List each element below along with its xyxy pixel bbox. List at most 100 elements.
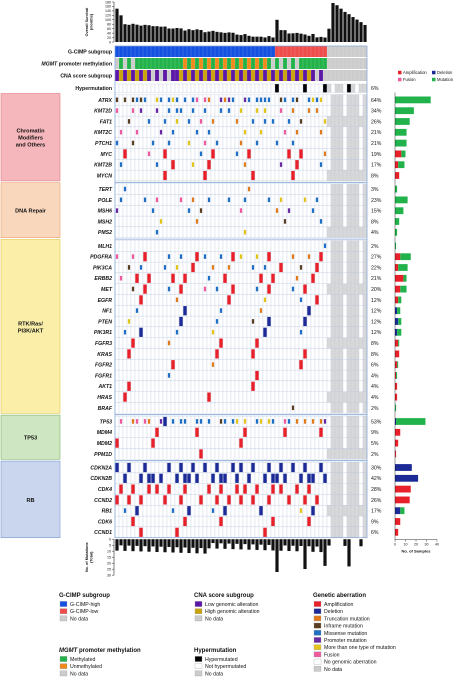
gene-cell — [162, 105, 168, 117]
gene-cell — [198, 226, 204, 238]
hypermutation-cell — [342, 83, 348, 93]
amplification-mark — [271, 484, 275, 494]
gene-cell — [206, 515, 212, 528]
gene-cell — [114, 415, 120, 428]
mutation-count-bar — [119, 539, 123, 546]
gcimp-cell — [319, 46, 324, 57]
gene-cell — [230, 261, 236, 274]
mgmt-cell — [331, 58, 336, 69]
sample-count-bar — [401, 150, 406, 158]
gene-cell — [306, 194, 312, 206]
cna-cell — [119, 70, 124, 81]
deletion-mark — [143, 462, 147, 473]
gene-cell — [210, 461, 216, 474]
mutation-count-bar — [267, 539, 271, 545]
gene-cell — [162, 483, 168, 495]
gene-cell — [242, 305, 248, 317]
gene-cell — [142, 305, 148, 317]
mutation-count-bar — [235, 539, 239, 544]
amplification-mark — [171, 273, 175, 283]
gene-cell — [210, 305, 216, 317]
gene-cell — [294, 437, 300, 449]
gene-cell — [218, 283, 224, 295]
gene-cell — [118, 448, 124, 460]
gene-cell — [314, 159, 320, 171]
gene-cell — [354, 240, 360, 252]
mutation-mark — [115, 108, 119, 113]
legend-genetic-swatch — [313, 608, 322, 614]
amplification-mark — [255, 370, 259, 381]
gene-cell — [306, 359, 312, 371]
mutation-mark — [135, 419, 139, 424]
mutation-mark — [251, 319, 255, 324]
gene-cell — [290, 472, 296, 484]
sample-count-bar — [395, 128, 407, 136]
gene-cell — [134, 515, 140, 528]
gene-cell — [114, 215, 120, 228]
gcimp-cell — [155, 46, 160, 57]
gene-cell — [298, 194, 304, 206]
gene-cell — [310, 391, 316, 403]
gene-cell — [126, 515, 132, 528]
survival-bar — [331, 3, 335, 42]
gene-cell — [190, 391, 196, 403]
gene-cell — [310, 380, 316, 392]
gene-cell — [310, 183, 316, 195]
gene-cell — [354, 402, 360, 414]
gene-cell — [146, 294, 152, 306]
gene-pct: 8% — [371, 341, 379, 347]
gene-cell — [206, 359, 212, 371]
mutation-mark — [207, 419, 211, 424]
gene-cell — [294, 315, 300, 328]
gene-cell — [310, 226, 316, 238]
gene-cell — [210, 137, 216, 149]
gene-cell — [218, 115, 224, 128]
gene-cell — [166, 472, 172, 484]
gene-cell — [298, 159, 304, 171]
gcimp-cell — [227, 46, 232, 57]
gene-cell — [342, 105, 348, 117]
gene-cell — [146, 402, 152, 414]
gene-cell — [202, 526, 208, 538]
gene-cell — [358, 194, 364, 206]
amplification-mark — [179, 284, 183, 294]
gene-cell — [346, 402, 352, 414]
gene-cell — [242, 526, 248, 538]
gene-cell — [354, 359, 360, 371]
gene-cell — [214, 159, 220, 171]
gene-cell — [238, 337, 244, 349]
gene-cell — [250, 283, 256, 295]
gene-cell — [266, 326, 272, 338]
gene-cell — [326, 126, 332, 138]
cna-cell — [343, 70, 348, 81]
mutation-count-bar — [271, 539, 275, 551]
gene-cell — [310, 402, 316, 414]
gene-cell — [346, 415, 352, 428]
gene-cell — [114, 369, 120, 382]
gene-cell — [318, 105, 324, 117]
mutation-mark — [159, 219, 163, 224]
gene-cell — [354, 94, 360, 106]
gene-cell — [266, 183, 272, 195]
gene-group-box — [0, 182, 61, 238]
amplification-mark — [135, 273, 139, 283]
gene-cell — [142, 472, 148, 484]
gene-cell — [250, 159, 256, 171]
gene-cell — [274, 194, 280, 206]
hypermutation-cell — [190, 83, 196, 93]
gene-cell — [214, 251, 220, 263]
gene-cell — [150, 105, 156, 117]
amplification-mark — [155, 427, 159, 437]
survival-bar — [187, 29, 191, 42]
gene-cell — [298, 415, 304, 428]
gene-cell — [286, 261, 292, 274]
gene-cell — [262, 272, 268, 284]
gene-cell — [114, 240, 120, 252]
mutation-mark — [319, 129, 323, 135]
cna-cell — [303, 70, 308, 81]
gcimp-cell — [135, 46, 140, 57]
gene-cell — [338, 348, 344, 360]
legend-genetic-label: No genomic aberration — [324, 660, 377, 666]
mutation-mark — [147, 151, 151, 157]
gene-cell — [154, 515, 160, 528]
